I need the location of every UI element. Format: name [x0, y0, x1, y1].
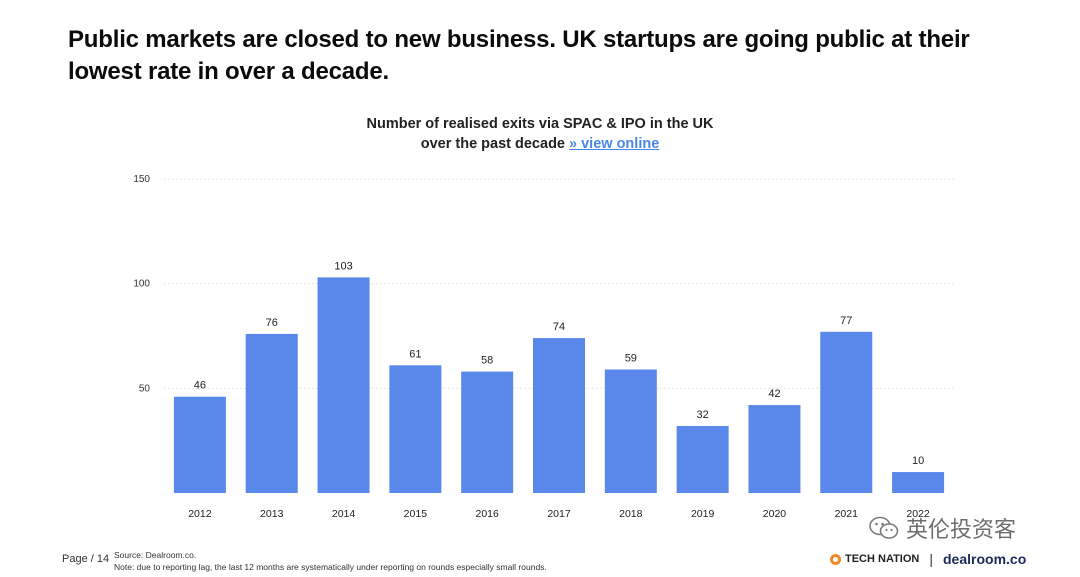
- bar: [604, 369, 657, 493]
- y-tick-label: 100: [133, 279, 150, 290]
- wechat-icon: [869, 516, 899, 539]
- view-online-link[interactable]: » view online: [569, 136, 660, 152]
- data-label: 76: [266, 317, 278, 329]
- bar: [676, 426, 729, 493]
- data-label: 46: [194, 380, 206, 392]
- data-label: 10: [912, 455, 924, 467]
- x-tick-label: 2022: [906, 508, 930, 520]
- bar: [461, 371, 514, 493]
- x-tick-label: 2021: [835, 508, 859, 520]
- technation-label: TECH NATION: [845, 553, 920, 565]
- data-label: 58: [481, 355, 493, 367]
- dealroom-logo: dealroom.co: [943, 551, 1027, 567]
- x-tick-label: 2017: [547, 508, 571, 520]
- x-tick-label: 2020: [763, 508, 787, 520]
- bar: [317, 277, 370, 493]
- technation-logo: TECH NATION: [830, 553, 919, 565]
- data-label: 42: [768, 388, 780, 400]
- bar: [748, 405, 801, 493]
- x-tick-label: 2015: [404, 508, 428, 520]
- x-tick-label: 2018: [619, 508, 643, 520]
- data-label: 77: [840, 315, 852, 327]
- note-text: Note: due to reporting lag, the last 12 …: [114, 562, 547, 572]
- x-tick-label: 2012: [188, 508, 212, 520]
- headline: Public markets are closed to new busines…: [68, 26, 970, 85]
- footer-source: Source: Dealroom.co. Note: due to report…: [114, 549, 547, 573]
- bar: [892, 472, 945, 493]
- bar: [245, 333, 298, 493]
- bar: [820, 331, 873, 493]
- data-label: 59: [625, 352, 637, 364]
- watermark-text: 英伦投资客: [906, 517, 1017, 542]
- y-tick-label: 150: [133, 174, 150, 185]
- data-label: 61: [409, 348, 421, 360]
- x-tick-label: 2016: [476, 508, 500, 520]
- x-tick-label: 2013: [260, 508, 284, 520]
- chart-title-line1: Number of realised exits via SPAC & IPO …: [366, 116, 714, 132]
- page-number: Page / 14: [62, 553, 110, 565]
- logos: TECH NATION | dealroom.co: [830, 550, 1026, 568]
- data-label: 32: [697, 409, 709, 421]
- x-tick-label: 2019: [691, 508, 715, 520]
- data-label: 103: [334, 260, 352, 272]
- chart-title-line2: over the past decade: [420, 136, 570, 152]
- bar: [173, 396, 226, 493]
- data-label: 74: [553, 321, 565, 333]
- x-tick-label: 2014: [332, 508, 356, 520]
- chart-title: Number of realised exits via SPAC & IPO …: [250, 114, 830, 154]
- logo-separator: |: [929, 551, 933, 567]
- technation-icon: [830, 553, 841, 565]
- source-text: Source: Dealroom.co.: [114, 550, 197, 560]
- bar: [533, 338, 585, 493]
- bar: [389, 365, 442, 493]
- watermark: 英伦投资客: [868, 512, 1016, 544]
- y-tick-label: 50: [139, 383, 151, 394]
